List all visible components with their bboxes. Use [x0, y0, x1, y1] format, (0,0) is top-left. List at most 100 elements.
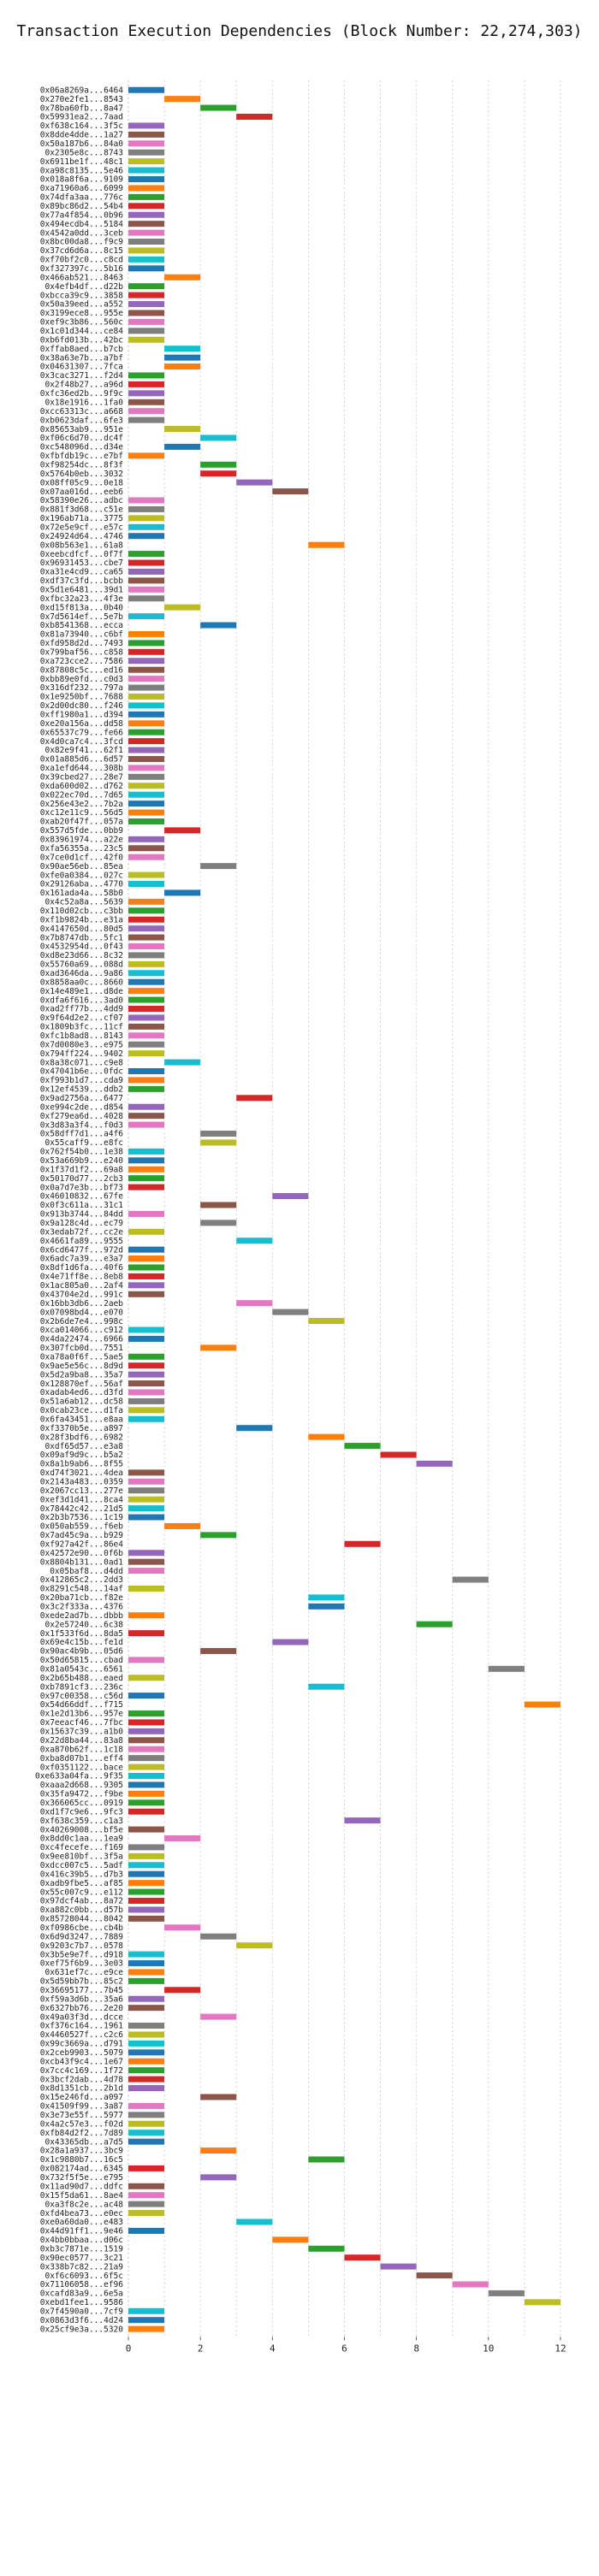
transaction-bar: [128, 658, 165, 665]
transaction-bar: [128, 1799, 165, 1806]
transaction-label: 0x732f5f5e...e795: [40, 2173, 123, 2183]
transaction-label: 0x2b65b488...eaed: [40, 1674, 123, 1683]
transaction-bar: [128, 1558, 165, 1565]
transaction-label: 0x82e9f41...62f1: [44, 746, 123, 755]
transaction-label: 0x55caff9...e8fc: [44, 1138, 123, 1148]
transaction-bar: [128, 283, 165, 290]
transaction-label: 0x799baf56...c858: [40, 648, 124, 658]
transaction-bar: [128, 854, 165, 860]
transaction-bar: [128, 2120, 165, 2127]
transaction-bar: [128, 1006, 165, 1013]
transaction-bar: [128, 1505, 165, 1512]
transaction-label: 0x24924d64...4746: [40, 532, 124, 541]
transaction-label: 0xbcca39c9...3858: [40, 291, 124, 300]
transaction-bar: [128, 1291, 165, 1297]
transaction-label: 0x050ab559...f6eb: [40, 1522, 124, 1532]
transaction-bar: [128, 1496, 165, 1503]
transaction-bar: [128, 568, 165, 575]
transaction-bar: [128, 1746, 165, 1752]
transaction-label: 0x6327bb76...2e20: [40, 2004, 124, 2013]
transaction-bar: [452, 2281, 489, 2288]
transaction-label: 0xfd958d2d...7493: [40, 639, 123, 648]
transaction-bar: [128, 942, 165, 949]
transaction-bar: [200, 104, 237, 111]
transaction-label: 0x762f54b0...1e38: [40, 1148, 124, 1157]
transaction-bar: [128, 630, 165, 637]
transaction-label: 0x58390e26...adbc: [40, 496, 123, 505]
transaction-label: 0xb8541368...ecca: [40, 621, 123, 630]
transaction-label: 0x4da22474...6966: [40, 1335, 124, 1344]
transaction-label: 0x42572e90...0f6b: [40, 1549, 124, 1558]
transaction-bar: [128, 1951, 165, 1958]
transaction-label: 0x6adc7a39...e3a7: [40, 1255, 123, 1264]
transaction-label: 0x4a2c57e3...f02d: [40, 2119, 123, 2129]
transaction-label: 0xa882c0bb...d57b: [40, 1905, 124, 1915]
transaction-bar: [236, 479, 273, 486]
transaction-label: 0x4460527f...c2c6: [40, 2030, 124, 2040]
transaction-bar: [128, 131, 165, 138]
transaction-bar: [128, 1898, 165, 1905]
transaction-label: 0x22d8ba44...83a8: [40, 1736, 124, 1746]
transaction-label: 0x4532954d...0f43: [40, 942, 123, 952]
transaction-bar: [128, 239, 165, 245]
transaction-label: 0x69e4c15b...fe1d: [40, 1638, 123, 1647]
transaction-bar: [128, 801, 165, 807]
transaction-label: 0x9a128c4d...ec79: [40, 1219, 124, 1228]
transaction-bar: [164, 889, 201, 896]
transaction-bar: [128, 1282, 165, 1289]
transaction-bar: [128, 1870, 165, 1877]
transaction-bar: [128, 988, 165, 995]
transaction-label: 0x81a73940...c6bf: [40, 630, 123, 640]
transaction-bar: [128, 256, 165, 263]
transaction-bar: [128, 292, 165, 298]
transaction-label: 0x1c01d344...ce84: [40, 327, 124, 336]
transaction-bar: [128, 586, 165, 593]
transaction-label: 0xdf37c3fd...bcbb: [40, 576, 124, 586]
transaction-label: 0xe994c2de...d854: [40, 1102, 124, 1112]
transaction-bar: [128, 818, 165, 824]
transaction-label: 0x1809b3fc...11cf: [40, 1023, 123, 1032]
transaction-bar: [128, 2138, 165, 2145]
transaction-label: 0x0cab23ce...d1fa: [40, 1406, 123, 1415]
transaction-bar: [272, 1639, 309, 1645]
transaction-bar: [128, 1675, 165, 1681]
transaction-label: 0x20ba71cb...f82e: [40, 1593, 124, 1603]
transaction-bar: [128, 1014, 165, 1021]
transaction-bar: [416, 2272, 453, 2279]
transaction-label: 0xc548096d...d34e: [40, 443, 124, 452]
transaction-label: 0x5d2a9ba8...35a7: [40, 1370, 123, 1380]
transaction-bar: [164, 1059, 201, 1066]
transaction-label: 0x494ecdb4...5184: [40, 220, 124, 229]
transaction-label: 0x71106058...ef96: [40, 2280, 124, 2289]
transaction-label: 0x47041b6e...0fdc: [40, 1067, 123, 1077]
transaction-label: 0x40269008...bf5e: [40, 1825, 124, 1835]
transaction-label: 0x15637c39...a1b0: [40, 1728, 124, 1737]
transaction-bar: [128, 960, 165, 967]
x-tick-label: 10: [483, 2343, 494, 2354]
transaction-bar: [128, 783, 165, 789]
transaction-label: 0xc12e11c9...56d5: [40, 808, 123, 818]
transaction-label: 0x2e57240...6c38: [44, 1620, 123, 1629]
transaction-bar: [128, 247, 165, 254]
transaction-label: 0x6911be1f...48c1: [40, 157, 124, 167]
transaction-bar: [164, 354, 201, 361]
transaction-label: 0xdf65d57...e3a8: [44, 1442, 123, 1451]
transaction-bar: [308, 2245, 345, 2252]
transaction-bar: [128, 1077, 165, 1084]
transaction-bar: [128, 1353, 165, 1360]
transaction-bar: [128, 1184, 165, 1191]
transaction-bar: [128, 122, 165, 129]
transaction-label: 0x3199ece8...955e: [40, 309, 124, 318]
transaction-bar: [128, 1415, 165, 1422]
transaction-bar: [128, 193, 165, 200]
transaction-label: 0x2305e8c...8743: [44, 148, 123, 157]
transaction-bar: [128, 1737, 165, 1744]
transaction-label: 0xe0a60da0...e483: [40, 2218, 123, 2227]
transaction-label: 0xf993b1d7...cda9: [40, 1076, 124, 1085]
transaction-bar: [200, 1139, 237, 1146]
transaction-bar: [128, 149, 165, 156]
transaction-label: 0x0a7d7e3b...bf73: [40, 1183, 123, 1192]
transaction-bar: [128, 1781, 165, 1788]
transaction-bar: [128, 1389, 165, 1396]
transaction-bar: [164, 96, 201, 103]
